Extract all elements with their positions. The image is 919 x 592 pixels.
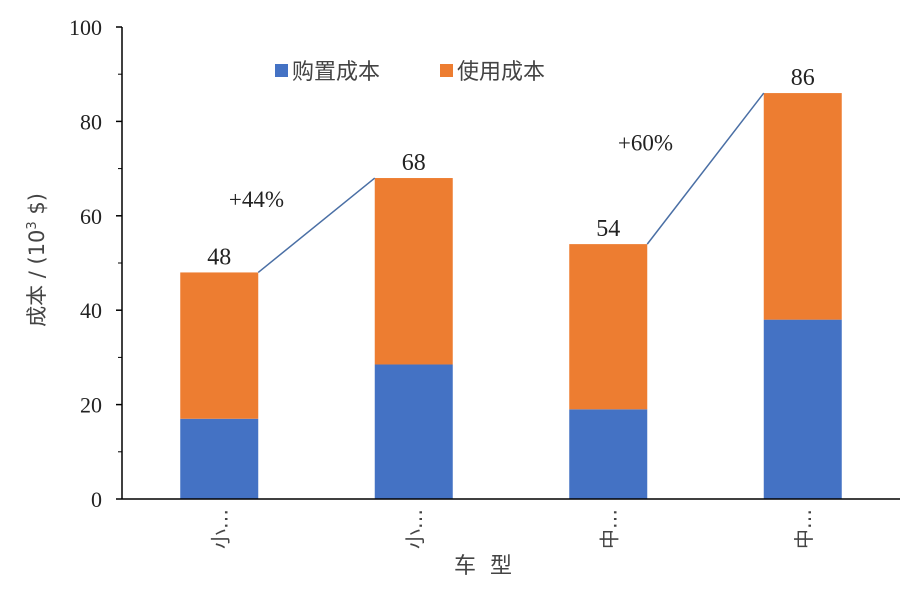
y-axis-title-main: 成本 / (10: [25, 230, 49, 327]
total-label-2: 54: [596, 216, 620, 242]
bars-layer: [180, 93, 842, 499]
connectors-layer: [257, 92, 765, 274]
total-label-0: 48: [207, 244, 231, 270]
bar-purchase-0: [180, 418, 259, 499]
y-axis-title: 成本 / (103 $): [25, 193, 49, 327]
bar-usage-2: [569, 244, 648, 410]
total-label-3: 86: [791, 65, 815, 91]
y-axis-title-tail: $): [25, 193, 49, 221]
legend-label-usage: 使用成本: [457, 60, 545, 85]
bar-usage-1: [374, 178, 453, 365]
legend-swatch-purchase: [275, 64, 288, 77]
x-tick-label-2: 中…: [597, 509, 621, 549]
legend-label-purchase: 购置成本: [292, 60, 380, 85]
growth-label-1: +60%: [618, 131, 673, 156]
bar-usage-0: [180, 272, 259, 419]
growth-connector-0: [257, 177, 376, 274]
labels-layer: 48 68 54 86 +44% +60%: [207, 65, 815, 270]
bar-purchase-1: [374, 364, 453, 499]
legend-swatch-usage: [440, 64, 453, 77]
growth-label-0: +44%: [229, 187, 284, 212]
y-tick-label-0: 0: [91, 487, 102, 512]
x-ticks-layer: 小… 小… 中… 中…: [208, 509, 816, 549]
y-tick-label-4: 80: [80, 109, 102, 134]
y-axis-title-sup: 3: [25, 221, 40, 229]
growth-connector-1: [646, 92, 765, 245]
y-tick-label-5: 100: [69, 15, 102, 40]
y-tick-label-3: 60: [80, 204, 102, 229]
bar-purchase-2: [569, 409, 648, 499]
bar-usage-3: [763, 93, 842, 320]
legend: 购置成本 使用成本: [275, 60, 545, 85]
x-tick-label-0: 小…: [208, 509, 232, 549]
x-tick-label-3: 中…: [792, 509, 816, 549]
bar-purchase-3: [763, 319, 842, 499]
y-tick-label-1: 20: [80, 393, 102, 418]
x-axis-title: 车 型: [454, 554, 512, 579]
y-tick-label-2: 40: [80, 298, 102, 323]
x-tick-label-1: 小…: [403, 509, 427, 549]
y-ticks-layer: 0 20 40 60 80 100: [69, 15, 122, 512]
total-label-1: 68: [402, 150, 426, 176]
